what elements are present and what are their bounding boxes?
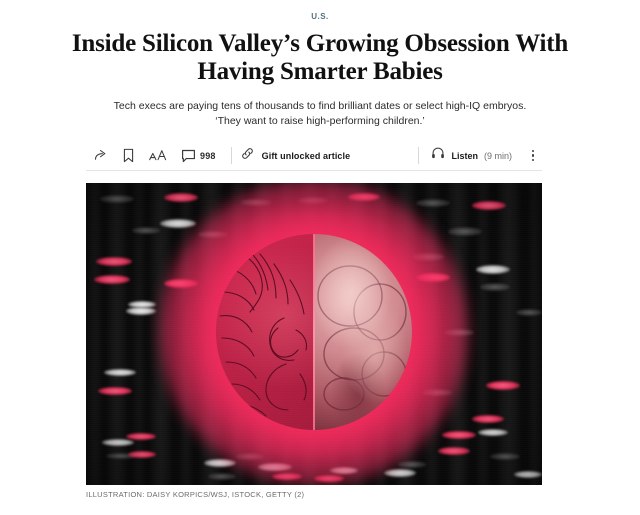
- listen-button[interactable]: Listen (9 min): [427, 146, 516, 165]
- gel-band: [472, 415, 504, 423]
- listen-duration: (9 min): [483, 150, 512, 161]
- listen-label: Listen: [451, 150, 478, 161]
- save-button[interactable]: [115, 145, 142, 167]
- gel-band: [126, 433, 156, 440]
- gel-band: [128, 451, 156, 458]
- image-credit-caption: ILLUSTRATION: DAISY KORPICS/WSJ, ISTOCK,…: [86, 490, 305, 499]
- toolbar-right-group: Listen (9 min): [410, 145, 542, 167]
- toolbar-divider-right: [418, 147, 420, 164]
- gel-band: [204, 459, 236, 467]
- gel-band: [94, 275, 130, 284]
- gel-lane: [132, 183, 146, 485]
- comment-bubble-icon: [181, 149, 196, 163]
- gel-band: [398, 461, 426, 468]
- gel-band: [480, 283, 510, 291]
- gel-band: [478, 429, 508, 436]
- brain-detail-icon: [219, 247, 308, 417]
- page-title: Inside Silicon Valley’s Growing Obsessio…: [71, 30, 569, 85]
- gel-band: [208, 473, 236, 480]
- gel-band: [104, 369, 136, 376]
- gel-band: [486, 381, 520, 390]
- comments-button[interactable]: 998: [174, 145, 223, 167]
- toolbar-divider: [230, 147, 232, 164]
- kebab-menu-icon[interactable]: [524, 145, 542, 167]
- gel-band: [102, 439, 134, 446]
- headphones-icon: [431, 146, 445, 165]
- gel-band: [442, 431, 476, 439]
- embryo-half: [314, 234, 412, 430]
- gel-band: [128, 301, 156, 308]
- brain-half: [216, 234, 314, 430]
- article-hero-figure: [86, 183, 542, 485]
- gel-lane: [87, 183, 103, 485]
- bookmark-icon: [122, 148, 135, 163]
- gel-band: [98, 387, 132, 395]
- gel-band: [416, 199, 450, 207]
- gel-band: [476, 265, 510, 274]
- gel-band: [438, 447, 470, 455]
- gel-lane: [496, 183, 522, 485]
- gel-band: [490, 453, 520, 460]
- gel-band: [516, 309, 542, 316]
- gel-band: [96, 257, 132, 266]
- gel-band: [448, 227, 482, 236]
- gift-article-label: Gift unlocked article: [261, 150, 351, 161]
- comment-count: 998: [200, 150, 216, 161]
- gel-lane: [475, 183, 491, 485]
- gel-band: [514, 471, 542, 478]
- text-size-icon: [149, 148, 167, 163]
- gel-band: [100, 195, 134, 203]
- disc-seam: [313, 234, 315, 430]
- embryo-detail-icon: [317, 265, 407, 411]
- hero-illustration: [86, 183, 542, 485]
- brain-embryo-disc: [216, 234, 412, 430]
- gel-lane: [527, 183, 542, 485]
- gel-band: [384, 469, 416, 477]
- share-arrow-icon: [93, 148, 108, 163]
- toolbar-left-group: 998 Gift unlocked article: [86, 145, 410, 167]
- gel-band: [132, 227, 160, 234]
- article-dek: Tech execs are paying tens of thousands …: [113, 100, 527, 127]
- gel-band: [160, 219, 196, 228]
- gift-link-icon: [240, 146, 255, 166]
- gel-band: [164, 193, 198, 202]
- gel-band: [472, 201, 506, 210]
- article-toolbar: 998 Gift unlocked article: [86, 141, 542, 171]
- gel-band: [126, 307, 156, 315]
- gift-article-button[interactable]: Gift unlocked article: [240, 146, 351, 166]
- text-size-button[interactable]: [142, 145, 174, 167]
- section-kicker[interactable]: U.S.: [311, 12, 329, 21]
- gel-band: [106, 453, 136, 459]
- share-button[interactable]: [86, 145, 115, 167]
